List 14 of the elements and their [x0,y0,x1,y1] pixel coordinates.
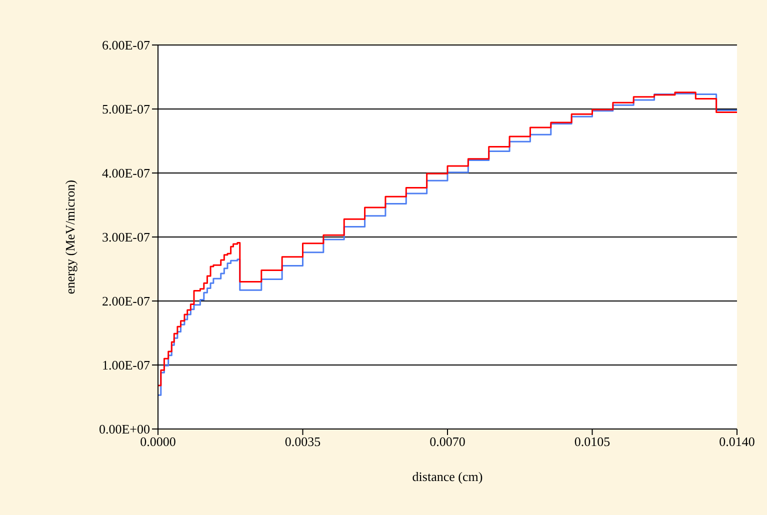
y-tick-label: 6.00E-07 [102,38,150,53]
x-tick-label: 0.0070 [430,434,466,450]
y-tick-label: 1.00E-07 [102,358,150,373]
y-tick-label: 5.00E-07 [102,102,150,117]
x-tick-label: 0.0035 [284,434,321,450]
y-tick-label: 2.00E-07 [102,294,150,309]
y-tick-label: 0.00E+00 [98,422,150,437]
x-tick-label: 0.0105 [574,434,610,450]
y-axis-title: energy (MeV/micron) [62,180,78,294]
y-tick-label: 3.00E-07 [102,230,150,245]
y-tick-label: 4.00E-07 [102,166,150,181]
x-tick-label: 0.0140 [719,434,755,450]
x-tick-label: 0.0000 [140,434,176,450]
x-axis-title: distance (cm) [412,469,483,484]
